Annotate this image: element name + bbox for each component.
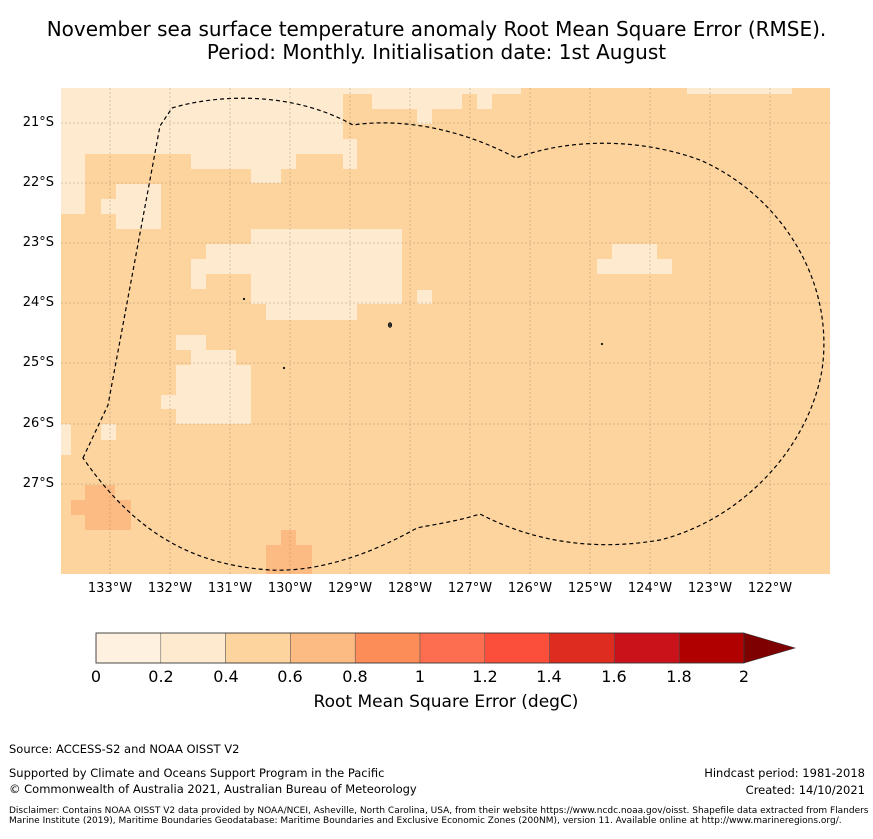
rmse-map-panel	[61, 88, 830, 574]
lon-label-122w: 122°W	[747, 581, 793, 596]
lat-label-22s: 22°S	[22, 175, 54, 190]
lon-label-126w: 126°W	[507, 581, 553, 596]
colorbar-tick-label: 1.8	[666, 667, 692, 686]
copyright-text: © Commonwealth of Australia 2021, Austra…	[9, 782, 417, 796]
colorbar-label: Root Mean Square Error (degC)	[313, 692, 579, 712]
high-error-patches	[71, 485, 312, 574]
lat-label-25s: 25°S	[22, 355, 54, 370]
lat-label-27s: 27°S	[22, 476, 54, 491]
colorbar-segment	[678, 632, 745, 664]
colorbar-tick-label: 1.6	[601, 667, 627, 686]
lon-label-131w: 131°W	[207, 581, 253, 596]
colorbar-segment	[484, 632, 550, 664]
lon-label-124w: 124°W	[627, 581, 673, 596]
lon-label-133w: 133°W	[87, 581, 133, 596]
colorbar-tick-label: 0.8	[342, 667, 368, 686]
colorbar-segment	[225, 632, 291, 664]
colorbar-segment	[290, 632, 356, 664]
island-marker	[242, 297, 246, 301]
colorbar-tick-label: 1.2	[472, 667, 498, 686]
eez-boundary-line	[82, 97, 825, 571]
created-date-text: Created: 14/10/2021	[745, 783, 865, 797]
lon-label-128w: 128°W	[387, 581, 433, 596]
map-gridlines	[61, 88, 830, 574]
disclaimer-text: Disclaimer: Contains NOAA OISST V2 data …	[9, 806, 869, 826]
colorbar-tick-label: 2	[738, 667, 750, 686]
colorbar-segment	[95, 632, 162, 664]
source-text: Source: ACCESS-S2 and NOAA OISST V2	[9, 742, 240, 756]
lon-label-127w: 127°W	[447, 581, 493, 596]
colorbar-segment	[160, 632, 226, 664]
lon-label-130w: 130°W	[267, 581, 313, 596]
support-text: Supported by Climate and Oceans Support …	[9, 766, 385, 780]
lat-label-24s: 24°S	[22, 295, 54, 310]
lon-label-123w: 123°W	[687, 581, 733, 596]
colorbar-tick-label: 0.4	[213, 667, 239, 686]
colorbar-segment	[354, 632, 421, 664]
island-marker	[387, 322, 393, 328]
colorbar-frame	[95, 632, 745, 664]
lat-label-21s: 21°S	[22, 115, 54, 130]
colorbar-segment	[614, 632, 680, 664]
colorbar-tick-label: 1	[414, 667, 426, 686]
colorbar-tick-label: 0.2	[148, 667, 174, 686]
lat-label-26s: 26°S	[22, 416, 54, 431]
lon-label-132w: 132°W	[147, 581, 193, 596]
hindcast-period-text: Hindcast period: 1981-2018	[704, 766, 865, 780]
colorbar-segment	[549, 632, 615, 664]
colorbar-tick-label: 0.6	[277, 667, 303, 686]
island-marker	[282, 366, 286, 370]
map-title-line-2: Period: Monthly. Initialisation date: 1s…	[206, 40, 667, 64]
colorbar	[95, 632, 797, 664]
colorbar-segments	[95, 632, 745, 664]
island-markers	[242, 297, 604, 370]
lat-label-23s: 23°S	[22, 235, 54, 250]
island-marker	[600, 342, 604, 346]
map-title-line-1: November sea surface temperature anomaly…	[46, 17, 827, 41]
colorbar-tick-label: 1.4	[536, 667, 562, 686]
colorbar-extend-arrow	[743, 632, 797, 664]
low-error-patches	[61, 88, 792, 455]
colorbar-segment	[419, 632, 486, 664]
lon-label-129w: 129°W	[327, 581, 373, 596]
map-background	[61, 88, 830, 574]
lon-label-125w: 125°W	[567, 581, 613, 596]
colorbar-tick-label: 0	[90, 667, 102, 686]
